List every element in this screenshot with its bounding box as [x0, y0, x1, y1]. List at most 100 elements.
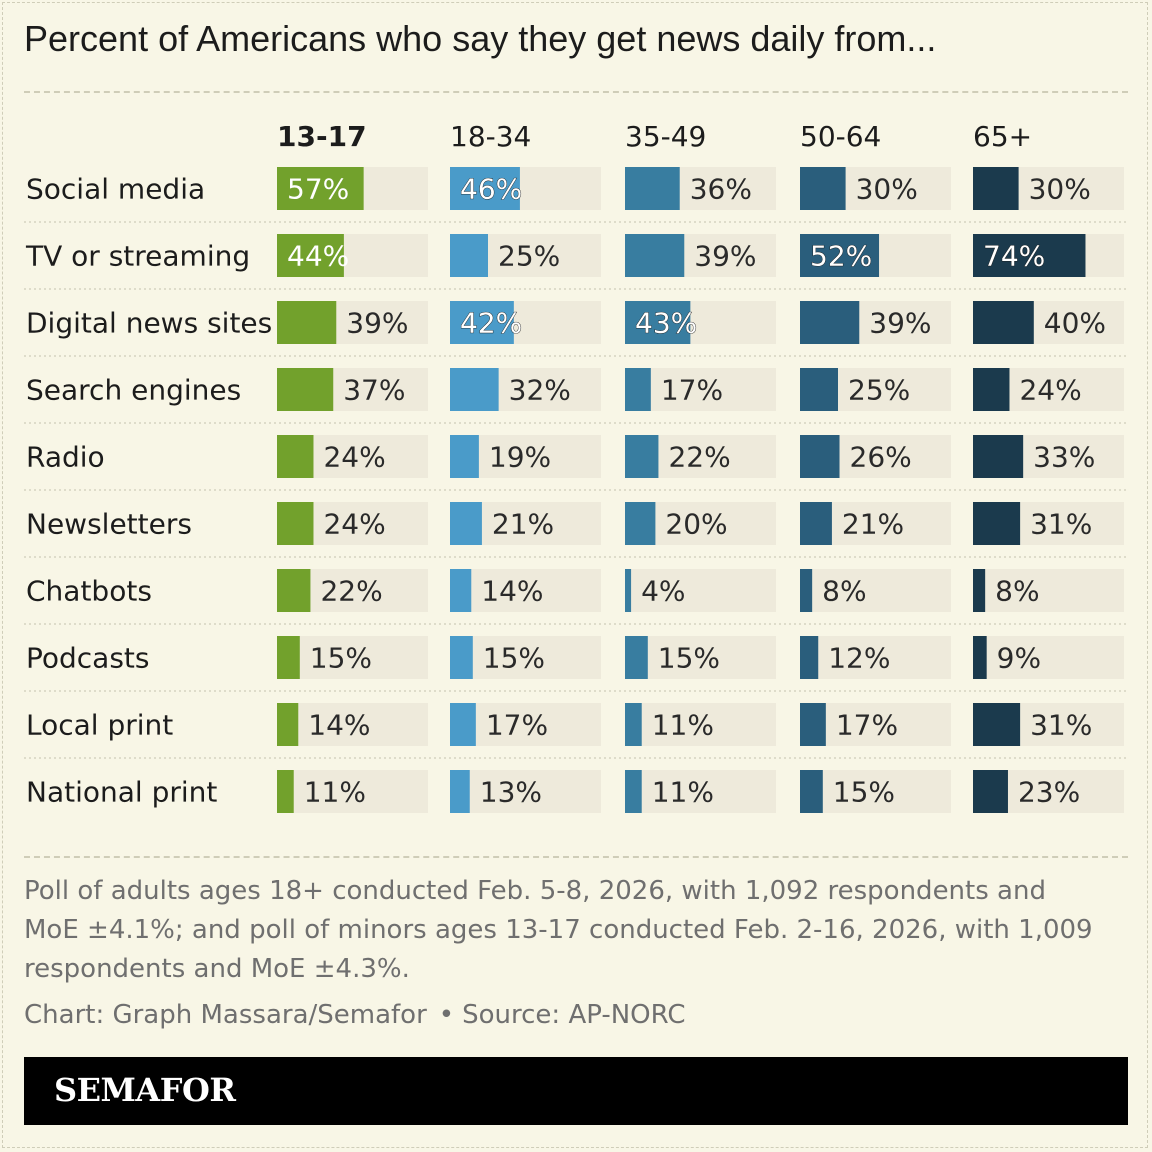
row-label-chatbots: Chatbots: [26, 575, 152, 608]
bar-national-print-18-34: [450, 770, 470, 813]
value-label-national-print-50-64: 15%: [833, 776, 895, 809]
value-label-social-media-35-49: 36%: [690, 173, 752, 206]
bar-newsletters-65: [973, 502, 1021, 545]
bar-podcasts-13-17: [277, 636, 300, 679]
value-label-digital-news-sites-35-49: 43%: [635, 307, 697, 340]
bar-podcasts-18-34: [450, 636, 473, 679]
value-label-radio-65: 33%: [1033, 441, 1095, 474]
bottom-divider: [24, 856, 1128, 858]
column-header-13-17: 13-17: [277, 120, 367, 153]
value-label-social-media-65: 30%: [1029, 173, 1091, 206]
value-label-tv-or-streaming-18-34: 25%: [498, 240, 560, 273]
bar-search-engines-13-17: [277, 368, 334, 411]
bar-tv-or-streaming-65: [973, 234, 1086, 277]
bar-digital-news-sites-65: [973, 301, 1034, 344]
value-label-podcasts-50-64: 12%: [828, 642, 890, 675]
methodology-note: Poll of adults ages 18+ conducted Feb. 5…: [24, 876, 1093, 984]
chart-area: 13-17 18-34 35-49 50-64 65+ Social media 57% 46…: [0, 100, 1152, 840]
bar-national-print-65: [973, 770, 1008, 813]
bar-track: [277, 636, 428, 679]
top-divider: [24, 91, 1128, 93]
value-label-local-print-13-17: 14%: [308, 709, 370, 742]
value-label-radio-18-34: 19%: [489, 441, 551, 474]
value-label-newsletters-50-64: 21%: [842, 508, 904, 541]
value-label-chatbots-35-49: 4%: [641, 575, 685, 608]
value-label-search-engines-65: 24%: [1019, 374, 1081, 407]
value-label-tv-or-streaming-13-17: 44%: [287, 240, 349, 273]
column-header-50-64: 50-64: [800, 120, 881, 153]
row-label-podcasts: Podcasts: [26, 642, 150, 675]
bar-radio-65: [973, 435, 1024, 478]
bar-social-media-13-17: [277, 167, 364, 210]
value-label-local-print-18-34: 17%: [486, 709, 548, 742]
value-label-national-print-13-17: 11%: [304, 776, 366, 809]
bar-national-print-35-49: [625, 770, 642, 813]
bar-newsletters-35-49: [625, 502, 656, 545]
value-label-newsletters-35-49: 20%: [665, 508, 727, 541]
value-label-digital-news-sites-50-64: 39%: [869, 307, 931, 340]
value-label-local-print-50-64: 17%: [836, 709, 898, 742]
value-label-radio-13-17: 24%: [323, 441, 385, 474]
value-label-chatbots-65: 8%: [995, 575, 1039, 608]
row-label-radio: Radio: [26, 441, 105, 474]
value-label-social-media-13-17: 57%: [287, 173, 349, 206]
bar-track: [277, 703, 428, 746]
bar-chatbots-65: [973, 569, 986, 612]
bar-track: [277, 770, 428, 813]
value-label-podcasts-13-17: 15%: [310, 642, 372, 675]
value-label-search-engines-35-49: 17%: [661, 374, 723, 407]
value-label-newsletters-65: 31%: [1030, 508, 1092, 541]
bar-tv-or-streaming-50-64: [800, 234, 880, 277]
bar-radio-35-49: [625, 435, 659, 478]
value-label-tv-or-streaming-65: 74%: [983, 240, 1045, 273]
value-label-local-print-35-49: 11%: [652, 709, 714, 742]
chart-credit: Chart: Graph Massara/Semafor: [24, 1000, 427, 1030]
bar-digital-news-sites-13-17: [277, 301, 337, 344]
row-label-newsletters: Newsletters: [26, 508, 192, 541]
bar-search-engines-65: [973, 368, 1010, 411]
bar-search-engines-50-64: [800, 368, 838, 411]
value-label-social-media-50-64: 30%: [856, 173, 918, 206]
value-label-podcasts-35-49: 15%: [658, 642, 720, 675]
bar-national-print-50-64: [800, 770, 823, 813]
chart-title: Percent of Americans who say they get ne…: [24, 18, 937, 59]
value-label-national-print-65: 23%: [1018, 776, 1080, 809]
bar-chatbots-13-17: [277, 569, 311, 612]
value-label-search-engines-13-17: 37%: [343, 374, 405, 407]
bar-radio-13-17: [277, 435, 314, 478]
bar-track: [973, 569, 1124, 612]
credit-separator: •: [438, 1000, 455, 1030]
value-label-chatbots-18-34: 14%: [481, 575, 543, 608]
bar-track: [800, 569, 951, 612]
value-label-chatbots-50-64: 8%: [822, 575, 866, 608]
bar-track: [800, 770, 951, 813]
bar-local-print-35-49: [625, 703, 642, 746]
bar-national-print-13-17: [277, 770, 294, 813]
bar-track: [450, 636, 601, 679]
value-label-national-print-35-49: 11%: [652, 776, 714, 809]
bar-newsletters-50-64: [800, 502, 832, 545]
bar-chatbots-35-49: [625, 569, 632, 612]
bar-radio-50-64: [800, 435, 840, 478]
value-label-tv-or-streaming-50-64: 52%: [810, 240, 872, 273]
bar-track: [973, 636, 1124, 679]
bar-newsletters-13-17: [277, 502, 314, 545]
row-label-local-print: Local print: [26, 709, 173, 742]
value-label-radio-50-64: 26%: [850, 441, 912, 474]
value-label-newsletters-18-34: 21%: [492, 508, 554, 541]
row-label-tv-or-streaming: TV or streaming: [25, 240, 250, 273]
source-credit: Source: AP-NORC: [462, 1000, 686, 1030]
bar-track: [625, 569, 776, 612]
bar-podcasts-50-64: [800, 636, 819, 679]
bar-chart: 13-17 18-34 35-49 50-64 65+ Social media 57% 46…: [24, 120, 1128, 813]
value-label-social-media-18-34: 46%: [460, 173, 522, 206]
value-label-radio-35-49: 22%: [668, 441, 730, 474]
bar-digital-news-sites-50-64: [800, 301, 860, 344]
value-label-digital-news-sites-18-34: 42%: [460, 307, 522, 340]
value-label-digital-news-sites-65: 40%: [1044, 307, 1106, 340]
value-label-digital-news-sites-13-17: 39%: [346, 307, 408, 340]
value-label-tv-or-streaming-35-49: 39%: [694, 240, 756, 273]
row-label-search-engines: Search engines: [26, 374, 241, 407]
bar-search-engines-18-34: [450, 368, 499, 411]
